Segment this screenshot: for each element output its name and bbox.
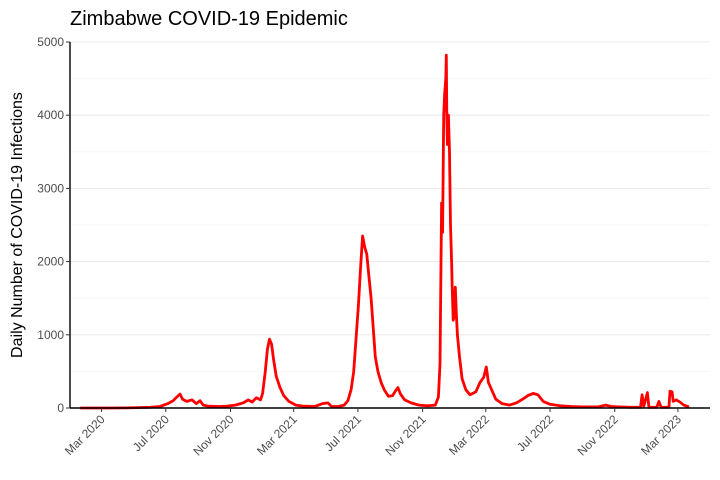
x-tick-label: Mar 2023 (638, 412, 684, 458)
y-tick-label: 4000 (37, 108, 64, 122)
series-line (79, 53, 690, 410)
x-axis-ticks: Mar 2020 Jul 2020 Nov 2020 Mar 2021 Jul 2021… (62, 408, 684, 458)
x-tick-label: Nov 2021 (383, 412, 429, 458)
y-tick-label: 1000 (37, 328, 64, 342)
x-tick-label: Mar 2022 (446, 412, 492, 458)
y-tick-label: 0 (57, 401, 64, 415)
series-layer (79, 53, 690, 410)
y-axis-ticks: 0 1000 2000 3000 4000 5000 (37, 35, 70, 415)
x-tick-label: Jul 2022 (514, 412, 556, 454)
x-tick-label: Jul 2021 (322, 412, 364, 454)
x-tick-label: Jul 2020 (130, 412, 172, 454)
y-tick-label: 2000 (37, 255, 64, 269)
x-tick-label: Nov 2022 (575, 412, 621, 458)
x-tick-label: Mar 2020 (62, 412, 108, 458)
minor-grid (70, 78, 710, 372)
y-axis-label: Daily Number of COVID-19 Infections (9, 92, 26, 358)
y-tick-label: 3000 (37, 181, 64, 195)
x-tick-label: Mar 2021 (254, 412, 300, 458)
x-tick-label: Nov 2020 (190, 412, 236, 458)
y-tick-label: 5000 (37, 35, 64, 49)
chart-title: Zimbabwe COVID-19 Epidemic (70, 8, 348, 30)
